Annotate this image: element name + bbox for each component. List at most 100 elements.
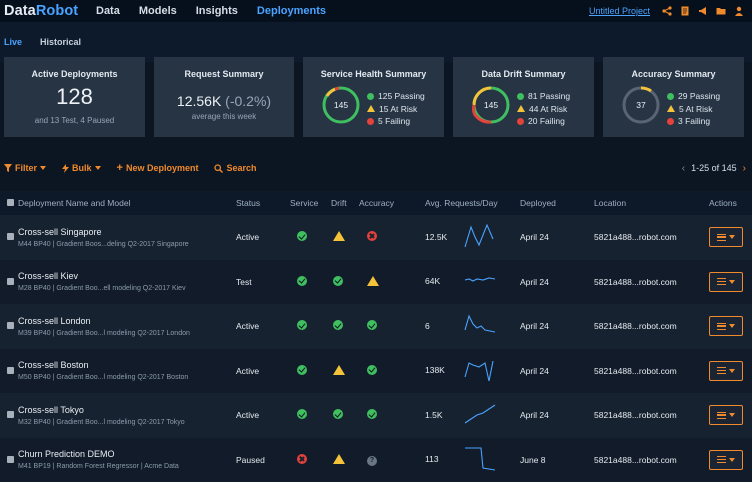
- deployments-table: Deployment Name and Model Status Service…: [0, 191, 752, 482]
- deployment-name[interactable]: Cross-sell Kiev: [18, 271, 236, 281]
- deployment-name[interactable]: Cross-sell Singapore: [18, 227, 236, 237]
- deployment-name[interactable]: Cross-sell London: [18, 316, 236, 326]
- at-risk-icon: [333, 231, 345, 241]
- data-drift-card: Data Drift Summary 145 81 Passing 44 At …: [453, 57, 594, 137]
- deployment-name[interactable]: Cross-sell Tokyo: [18, 405, 236, 415]
- share-icon[interactable]: [662, 6, 672, 16]
- deployed-date: April 24: [520, 349, 594, 394]
- requests-value: 1.5K: [425, 410, 455, 420]
- filter-button[interactable]: Filter: [4, 163, 46, 173]
- at-risk-icon: [333, 454, 345, 464]
- tab-historical[interactable]: Historical: [40, 37, 81, 47]
- chevron-left-icon[interactable]: ‹: [682, 163, 685, 174]
- chevron-right-icon[interactable]: ›: [743, 163, 746, 174]
- row-checkbox[interactable]: [7, 456, 14, 463]
- row-actions-button[interactable]: [709, 361, 743, 381]
- nav-data[interactable]: Data: [96, 5, 120, 17]
- folder-icon[interactable]: [716, 6, 726, 16]
- row-checkbox[interactable]: [7, 233, 14, 240]
- main-nav: Data Models Insights Deployments: [96, 5, 345, 17]
- subnav: Live Historical: [0, 22, 752, 62]
- row-actions-button[interactable]: [709, 405, 743, 425]
- passing-icon: [333, 320, 343, 330]
- requests-sparkline: [463, 312, 497, 340]
- chevron-down-icon: [729, 235, 735, 239]
- status-text: Active: [236, 304, 290, 349]
- service-donut: 145: [321, 85, 361, 125]
- requests-sparkline: [463, 268, 497, 296]
- col-location[interactable]: Location: [594, 191, 709, 215]
- col-deployed[interactable]: Deployed: [520, 191, 594, 215]
- passing-icon: [297, 365, 307, 375]
- nav-insights[interactable]: Insights: [196, 5, 238, 17]
- tab-live[interactable]: Live: [4, 37, 22, 47]
- datarobot-logo[interactable]: DataRobot: [4, 3, 96, 19]
- bolt-icon: [62, 164, 69, 173]
- row-actions-button[interactable]: [709, 227, 743, 247]
- status-text: Active: [236, 349, 290, 394]
- requests-value: 64K: [425, 276, 455, 286]
- megaphone-icon[interactable]: [698, 6, 708, 16]
- status-text: Paused: [236, 438, 290, 482]
- pagination: ‹ 1-25 of 145 ›: [682, 157, 746, 179]
- select-all-checkbox[interactable]: [7, 199, 14, 206]
- card-title: Request Summary: [154, 69, 294, 79]
- plus-icon: +: [117, 162, 123, 174]
- passing-icon: [333, 276, 343, 286]
- search-button[interactable]: Search: [214, 163, 256, 173]
- request-summary-card: Request Summary 12.56K (-0.2%) average t…: [154, 57, 294, 137]
- at-risk-icon: [517, 105, 525, 112]
- deployment-name[interactable]: Cross-sell Boston: [18, 360, 236, 370]
- menu-icon: [717, 367, 726, 374]
- requests-value: 12.5K: [425, 232, 455, 242]
- user-icon[interactable]: [734, 6, 744, 16]
- col-requests[interactable]: Avg. Requests/Day: [425, 191, 520, 215]
- legend-passing: 81 Passing: [528, 90, 570, 103]
- project-name-link[interactable]: Untitled Project: [589, 6, 650, 16]
- menu-icon: [717, 412, 726, 419]
- request-value: 12.56K (-0.2%): [154, 93, 294, 109]
- row-actions-button[interactable]: [709, 450, 743, 470]
- requests-sparkline: [463, 446, 497, 474]
- row-actions-button[interactable]: [709, 272, 743, 292]
- col-status[interactable]: Status: [236, 191, 290, 215]
- row-checkbox[interactable]: [7, 322, 14, 329]
- deployment-name[interactable]: Churn Prediction DEMO: [18, 449, 236, 459]
- row-checkbox[interactable]: [7, 367, 14, 374]
- logo-text-robot: Robot: [36, 3, 78, 19]
- passing-icon: [517, 93, 524, 100]
- request-sub: average this week: [154, 112, 294, 121]
- chevron-down-icon: [729, 413, 735, 417]
- col-service[interactable]: Service: [290, 191, 331, 215]
- chevron-down-icon: [729, 324, 735, 328]
- chevron-down-icon: [729, 458, 735, 462]
- nav-deployments[interactable]: Deployments: [257, 5, 326, 17]
- col-name[interactable]: Deployment Name and Model: [18, 191, 236, 215]
- chevron-down-icon: [729, 280, 735, 284]
- col-accuracy[interactable]: Accuracy: [359, 191, 425, 215]
- document-icon[interactable]: [680, 6, 690, 16]
- legend-failing: 5 Failing: [378, 115, 410, 128]
- requests-sparkline: [463, 357, 497, 385]
- requests-sparkline: [463, 401, 497, 429]
- nav-models[interactable]: Models: [139, 5, 177, 17]
- row-checkbox[interactable]: [7, 411, 14, 418]
- passing-icon: [297, 231, 307, 241]
- col-drift[interactable]: Drift: [331, 191, 359, 215]
- location-text: 5821a488...robot.com: [594, 215, 709, 260]
- active-count: 128: [4, 84, 145, 110]
- location-text: 5821a488...robot.com: [594, 304, 709, 349]
- row-checkbox[interactable]: [7, 278, 14, 285]
- status-text: Active: [236, 215, 290, 260]
- accuracy-card: Accuracy Summary 37 29 Passing 5 At Risk…: [603, 57, 744, 137]
- new-deployment-button[interactable]: +New Deployment: [117, 162, 199, 174]
- row-actions-button[interactable]: [709, 316, 743, 336]
- bulk-button[interactable]: Bulk: [62, 163, 101, 173]
- menu-icon: [717, 323, 726, 330]
